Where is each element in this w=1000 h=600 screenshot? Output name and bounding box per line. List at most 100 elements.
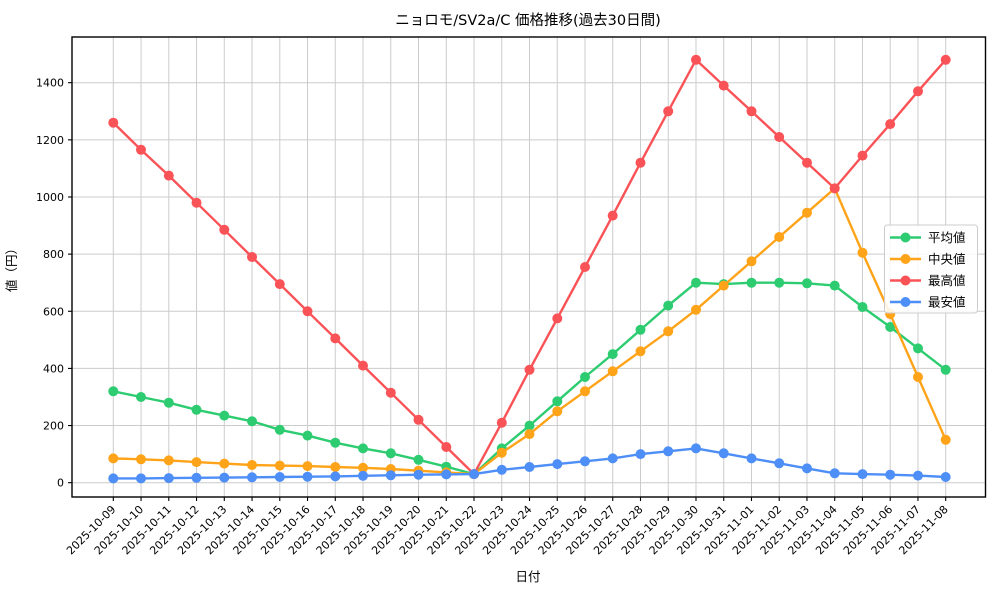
- plot-border: [71, 36, 987, 498]
- data-point: [330, 437, 341, 448]
- data-point: [857, 469, 868, 480]
- data-point: [552, 396, 563, 407]
- series-平均値: [108, 277, 951, 480]
- y-tick-label: 800: [43, 248, 64, 261]
- data-point: [746, 106, 757, 117]
- data-point: [774, 458, 785, 469]
- data-point: [663, 300, 674, 311]
- data-point: [663, 106, 674, 117]
- data-point: [580, 456, 590, 467]
- data-point: [663, 446, 674, 457]
- data-point: [913, 86, 923, 97]
- data-point: [857, 150, 868, 161]
- y-tick-label: 200: [43, 420, 64, 433]
- y-tick-label: 1000: [36, 191, 64, 204]
- data-point: [274, 460, 285, 471]
- data-point: [940, 54, 951, 65]
- data-point: [219, 224, 230, 235]
- data-point: [857, 302, 868, 312]
- data-point: [441, 442, 452, 452]
- data-point: [635, 449, 646, 460]
- data-point: [691, 443, 701, 454]
- data-point: [469, 469, 479, 480]
- data-point: [247, 472, 257, 483]
- data-point: [385, 470, 396, 481]
- data-point: [108, 473, 119, 484]
- data-point: [163, 397, 174, 408]
- data-point: [552, 313, 563, 324]
- data-series: [108, 54, 951, 484]
- data-point: [691, 277, 701, 288]
- data-point: [163, 473, 174, 484]
- data-point: [496, 447, 507, 458]
- data-point: [913, 372, 923, 382]
- data-point: [302, 461, 313, 472]
- data-point: [358, 443, 368, 454]
- data-point: [940, 434, 951, 445]
- data-point: [496, 417, 507, 428]
- data-point: [524, 364, 535, 375]
- data-point: [136, 144, 146, 155]
- legend-item-average: 平均値: [890, 230, 966, 245]
- data-point: [330, 462, 341, 472]
- data-point: [940, 364, 951, 375]
- data-point: [163, 170, 174, 181]
- data-point: [913, 343, 923, 354]
- data-point: [885, 322, 896, 332]
- legend-label-min: 最安値: [928, 295, 966, 310]
- y-tick-label: 1400: [36, 77, 64, 90]
- data-point: [829, 183, 840, 194]
- data-point: [607, 349, 618, 360]
- data-point: [496, 464, 507, 475]
- data-point: [774, 132, 785, 142]
- data-point: [829, 468, 840, 479]
- data-point: [524, 420, 535, 431]
- data-point: [385, 387, 396, 398]
- data-point: [441, 469, 452, 480]
- data-point: [718, 80, 729, 91]
- data-point: [358, 360, 368, 371]
- data-point: [247, 252, 257, 262]
- data-point: [330, 333, 341, 344]
- data-point: [247, 416, 257, 427]
- legend-label-median: 中央値: [928, 252, 966, 267]
- legend: 平均値 中央値 最高値 最安値: [884, 224, 978, 314]
- data-point: [191, 404, 202, 415]
- data-point: [607, 366, 618, 377]
- data-point: [413, 414, 424, 425]
- data-point: [219, 472, 230, 483]
- data-point: [746, 256, 757, 267]
- data-point: [274, 279, 285, 290]
- data-point: [302, 471, 313, 482]
- data-point: [580, 262, 590, 272]
- y-tick-label: 1200: [36, 134, 64, 147]
- series-最安値: [108, 443, 951, 484]
- data-point: [302, 306, 313, 317]
- data-point: [940, 472, 951, 482]
- data-point: [136, 454, 146, 465]
- legend-label-average: 平均値: [928, 230, 966, 245]
- data-point: [552, 406, 563, 417]
- series-最高値: [108, 54, 951, 480]
- data-point: [913, 470, 923, 481]
- data-point: [163, 455, 174, 466]
- y-tick-label: 400: [43, 362, 64, 375]
- data-point: [413, 469, 424, 480]
- data-point: [191, 472, 202, 483]
- data-point: [247, 460, 257, 470]
- legend-item-median: 中央値: [890, 252, 966, 267]
- data-point: [136, 392, 146, 402]
- data-point: [663, 326, 674, 337]
- legend-item-max: 最高値: [890, 273, 966, 288]
- data-point: [385, 448, 396, 459]
- data-point: [718, 280, 729, 291]
- data-point: [108, 386, 119, 397]
- data-point: [802, 463, 812, 474]
- y-tick-labels: 0 200 400 600 800 1000 1200 1400: [36, 77, 64, 490]
- data-point: [274, 472, 285, 482]
- data-point: [774, 277, 785, 288]
- data-point: [746, 453, 757, 464]
- data-point: [524, 462, 535, 472]
